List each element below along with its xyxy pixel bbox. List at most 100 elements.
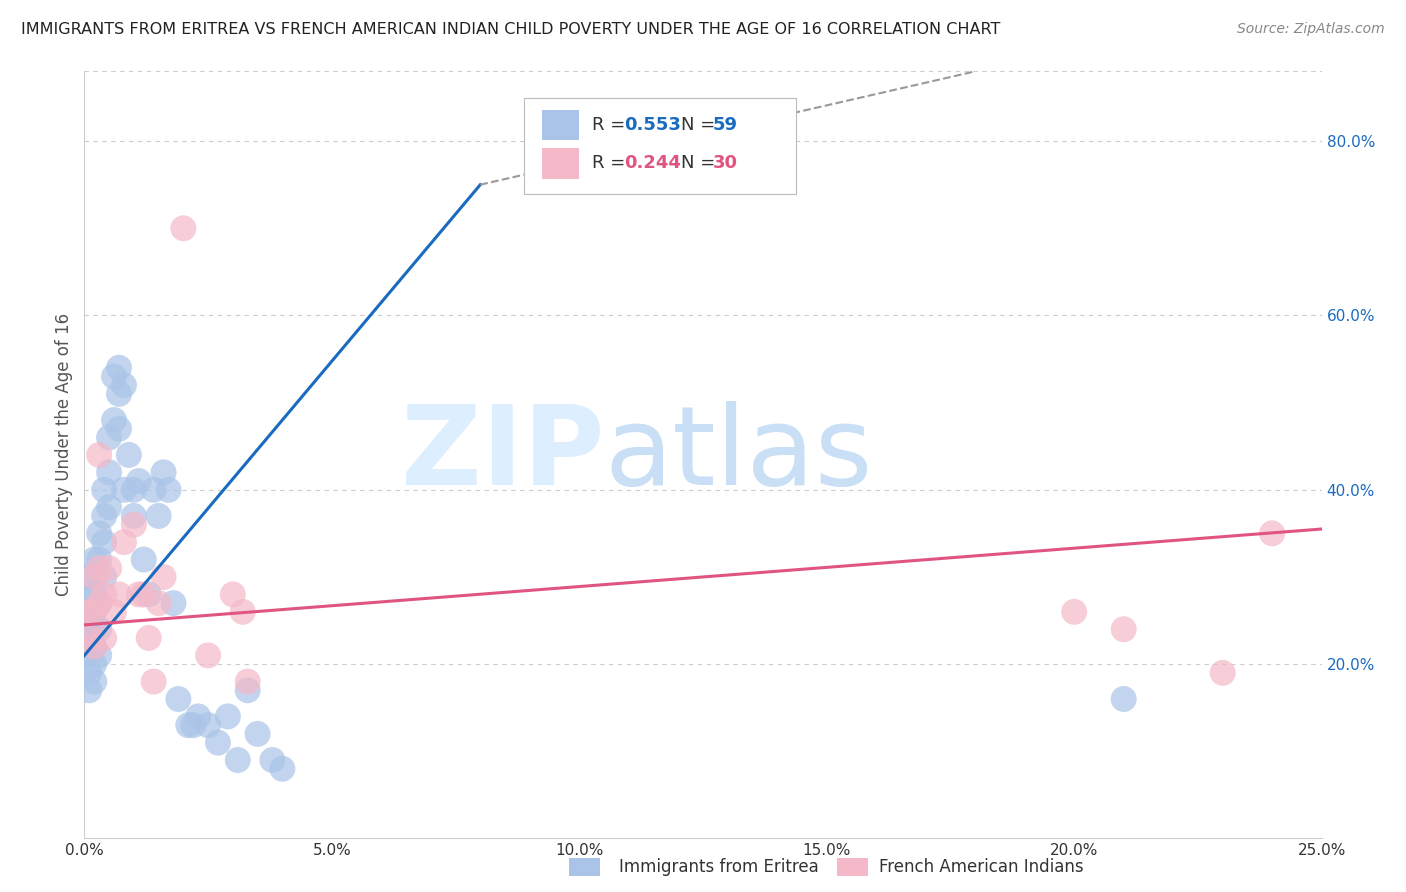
Point xyxy=(112,378,135,392)
Point xyxy=(79,605,101,619)
Point xyxy=(93,587,115,601)
Point xyxy=(83,605,105,619)
Point xyxy=(89,596,111,610)
Text: N =: N = xyxy=(681,116,721,134)
Text: ZIP: ZIP xyxy=(401,401,605,508)
Text: French American Indians: French American Indians xyxy=(879,858,1084,876)
Point xyxy=(83,605,105,619)
Point xyxy=(103,605,125,619)
Point xyxy=(79,605,101,619)
Point xyxy=(1112,692,1135,706)
Point xyxy=(83,674,105,689)
Point xyxy=(138,587,160,601)
Point xyxy=(181,718,204,732)
Text: 59: 59 xyxy=(713,116,738,134)
Point xyxy=(83,657,105,672)
Point xyxy=(122,483,145,497)
Point xyxy=(112,483,135,497)
Point xyxy=(132,587,155,601)
Point xyxy=(83,552,105,566)
Point xyxy=(79,631,101,645)
Point xyxy=(128,474,150,488)
Point xyxy=(89,552,111,566)
Point xyxy=(142,674,165,689)
Point xyxy=(83,570,105,584)
Text: atlas: atlas xyxy=(605,401,873,508)
Point xyxy=(93,508,115,523)
Point xyxy=(79,648,101,663)
Point xyxy=(217,709,239,723)
Point xyxy=(98,466,121,480)
Point xyxy=(89,561,111,575)
Point xyxy=(108,422,131,436)
Point xyxy=(83,640,105,654)
Text: N =: N = xyxy=(681,154,721,172)
Point xyxy=(207,735,229,749)
Point xyxy=(93,631,115,645)
Point xyxy=(122,517,145,532)
Point xyxy=(118,448,141,462)
Point xyxy=(226,753,249,767)
Point xyxy=(142,483,165,497)
Point xyxy=(93,570,115,584)
Point xyxy=(157,483,180,497)
Point xyxy=(93,483,115,497)
Point xyxy=(79,631,101,645)
Point xyxy=(98,500,121,515)
Point xyxy=(83,587,105,601)
Point xyxy=(167,692,190,706)
Point xyxy=(172,221,194,235)
Point xyxy=(98,561,121,575)
FancyBboxPatch shape xyxy=(523,98,796,194)
Point xyxy=(246,727,269,741)
Point xyxy=(79,665,101,680)
Point xyxy=(83,622,105,636)
Text: IMMIGRANTS FROM ERITREA VS FRENCH AMERICAN INDIAN CHILD POVERTY UNDER THE AGE OF: IMMIGRANTS FROM ERITREA VS FRENCH AMERIC… xyxy=(21,22,1001,37)
Point xyxy=(108,360,131,375)
Point xyxy=(83,640,105,654)
Point xyxy=(93,535,115,549)
Point xyxy=(89,622,111,636)
Y-axis label: Child Poverty Under the Age of 16: Child Poverty Under the Age of 16 xyxy=(55,313,73,597)
Point xyxy=(232,605,254,619)
Point xyxy=(79,614,101,628)
Point xyxy=(103,369,125,384)
Point xyxy=(187,709,209,723)
Point xyxy=(162,596,184,610)
Point xyxy=(1063,605,1085,619)
Point xyxy=(122,508,145,523)
Point xyxy=(148,508,170,523)
Point xyxy=(197,648,219,663)
Bar xyxy=(543,110,579,140)
Text: 0.244: 0.244 xyxy=(624,154,681,172)
Point xyxy=(108,587,131,601)
Point xyxy=(132,552,155,566)
Text: 0.553: 0.553 xyxy=(624,116,681,134)
Point xyxy=(197,718,219,732)
Point xyxy=(83,570,105,584)
Text: 30: 30 xyxy=(713,154,738,172)
Point xyxy=(89,648,111,663)
Point xyxy=(98,430,121,444)
Point xyxy=(89,448,111,462)
Point xyxy=(152,466,174,480)
Point xyxy=(177,718,200,732)
Point xyxy=(89,596,111,610)
Point xyxy=(1112,622,1135,636)
Point xyxy=(128,587,150,601)
Point xyxy=(138,631,160,645)
Point xyxy=(148,596,170,610)
Point xyxy=(79,587,101,601)
Text: Immigrants from Eritrea: Immigrants from Eritrea xyxy=(619,858,818,876)
Point xyxy=(236,683,259,698)
Point xyxy=(79,570,101,584)
Point xyxy=(271,762,294,776)
Text: R =: R = xyxy=(592,116,631,134)
Point xyxy=(236,674,259,689)
Point xyxy=(1261,526,1284,541)
Point xyxy=(152,570,174,584)
Point xyxy=(112,535,135,549)
Point xyxy=(89,526,111,541)
Bar xyxy=(543,148,579,178)
Point xyxy=(108,387,131,401)
